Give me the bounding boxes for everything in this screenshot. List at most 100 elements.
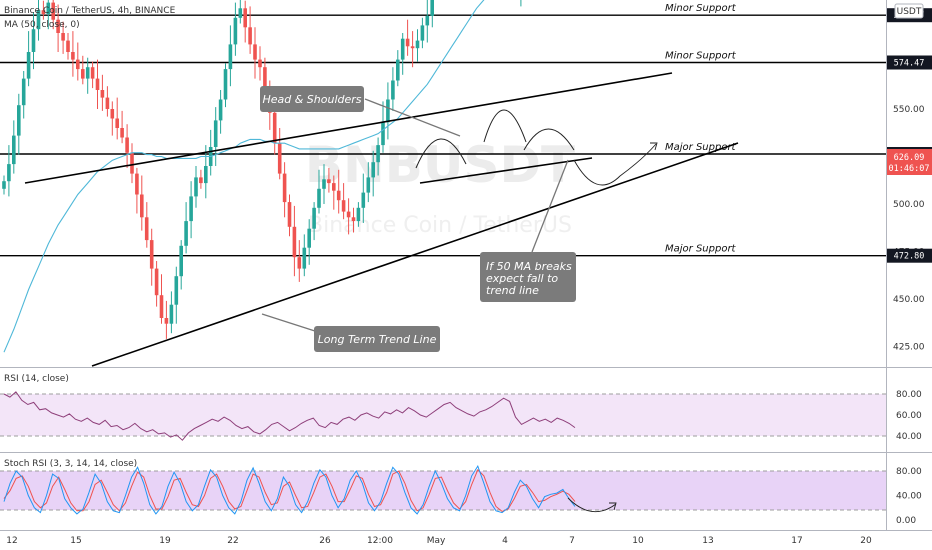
time-axis[interactable]: 12 15 19 22 26 12:00 May 4 7 10 13 17 20	[6, 536, 872, 546]
candle-body	[371, 162, 375, 178]
candle-body	[430, 0, 434, 16]
neckline[interactable]	[419, 157, 593, 184]
candle-body	[100, 90, 105, 98]
candle-body	[327, 179, 331, 184]
price-projection-curve	[573, 143, 657, 186]
candle-body	[41, 10, 46, 14]
price-tick-label: 500.00	[893, 200, 925, 210]
candle-body	[105, 97, 110, 109]
candle-body	[405, 38, 410, 47]
time-tick-label: 15	[70, 536, 81, 546]
candle-body	[400, 38, 405, 60]
price-tick-label: 425.00	[893, 343, 925, 353]
stoch-tick-label: 0.00	[896, 516, 916, 526]
watermark-name: Binance Coin / TetherUS	[308, 213, 572, 238]
time-tick-label: 12	[6, 536, 17, 546]
candle-body	[351, 217, 356, 222]
symbol-title[interactable]: Binance Coin / TetherUS, 4h, BINANCE	[4, 6, 176, 16]
price-panel[interactable]	[0, 0, 886, 367]
candle-body	[336, 190, 341, 201]
candle-body	[396, 59, 400, 81]
candle-body	[56, 19, 60, 33]
time-tick-label: 19	[159, 536, 171, 546]
candle-body	[184, 221, 188, 246]
rsi-line	[3, 391, 576, 441]
time-tick-label: 13	[702, 536, 713, 546]
candle-body	[174, 276, 179, 305]
time-tick-label: May	[427, 536, 446, 546]
upper-channel-line[interactable]	[24, 72, 673, 184]
candle-body	[36, 10, 41, 30]
long-term-trend-line[interactable]	[91, 142, 739, 367]
rsi-tick-label: 40.00	[896, 432, 922, 442]
candle-body	[71, 52, 75, 60]
level-label: Minor Support	[665, 3, 737, 14]
horizontal-levels[interactable]: 2nd TargetTarget If Major Resistance Hol…	[0, 0, 889, 257]
time-tick-label: 22	[227, 536, 238, 546]
candle-body	[110, 109, 115, 119]
rsi-axis[interactable]: 40.00 60.00 80.00	[896, 390, 922, 442]
ma-callout-connector	[531, 159, 569, 253]
candle-body	[253, 44, 257, 60]
callout-hs-text: Head & Shoulders	[262, 93, 361, 106]
level-tag-bg	[887, 248, 932, 263]
candle-body	[391, 80, 395, 100]
candle-body	[66, 40, 70, 52]
stoch-axis[interactable]: 0.00 40.00 80.00	[896, 467, 922, 526]
candle-body	[115, 118, 119, 128]
left-shoulder-arc	[415, 138, 467, 169]
callout-ma-line-3: trend line	[486, 284, 539, 297]
callout-ma-line-1: If 50 MA breaks	[486, 260, 572, 273]
candle-body	[17, 105, 21, 136]
time-tick-label: 20	[860, 536, 872, 546]
level-label: Major Support	[665, 142, 737, 153]
candle-body	[282, 173, 287, 203]
candle-body	[7, 164, 11, 182]
stoch-legend[interactable]: Stoch RSI (3, 3, 14, 14, close)	[4, 459, 137, 469]
candle-body	[238, 8, 243, 18]
candle-body	[90, 67, 95, 79]
candle-body	[95, 78, 100, 90]
candle-body	[159, 295, 164, 318]
candle-body	[263, 67, 267, 87]
level-tag-value: 574.47	[894, 59, 925, 69]
candle-body	[31, 29, 36, 52]
callout-trend-text: Long Term Trend Line	[318, 333, 437, 346]
rsi-band	[0, 394, 886, 436]
stoch-k-line	[3, 464, 576, 515]
candle-body	[46, 2, 51, 14]
callout-long-term-trend[interactable]: Long Term Trend Line	[314, 326, 440, 352]
candle-body	[26, 52, 31, 79]
price-tick-label: 450.00	[893, 295, 925, 305]
hs-callout-connector	[364, 98, 461, 137]
candle-body	[223, 69, 228, 100]
level-label: Minor Support	[665, 51, 737, 62]
rsi-legend[interactable]: RSI (14, close)	[4, 374, 69, 384]
callout-ma-line-2: expect fall to	[486, 272, 558, 285]
stoch-tick-label: 40.00	[896, 492, 922, 502]
candle-body	[243, 8, 247, 28]
candle-body	[228, 44, 233, 70]
candle-body	[194, 177, 198, 197]
candle-body	[189, 196, 193, 222]
right-shoulder-arc	[523, 128, 575, 151]
candle-body	[248, 27, 252, 45]
candle-body	[125, 137, 129, 153]
candle-body	[204, 166, 208, 184]
time-tick-label: 7	[569, 536, 575, 546]
candle-body	[169, 304, 174, 324]
ma-legend[interactable]: MA (50, close, 0)	[4, 20, 80, 30]
callout-head-and-shoulders[interactable]: Head & Shoulders	[260, 86, 364, 112]
price-tick-label: 550.00	[893, 105, 925, 115]
callout-ma-break[interactable]: If 50 MA breaks expect fall to trend lin…	[480, 252, 576, 302]
currency-button[interactable]: USDT	[894, 3, 924, 19]
candle-body	[61, 33, 65, 41]
candle-body	[346, 211, 351, 218]
candle-countdown: 01:46:07	[889, 164, 930, 174]
candle-body	[12, 135, 16, 165]
candle-body	[287, 202, 292, 227]
stoch-projection-arrowhead	[609, 502, 617, 511]
candle-body	[51, 2, 55, 20]
